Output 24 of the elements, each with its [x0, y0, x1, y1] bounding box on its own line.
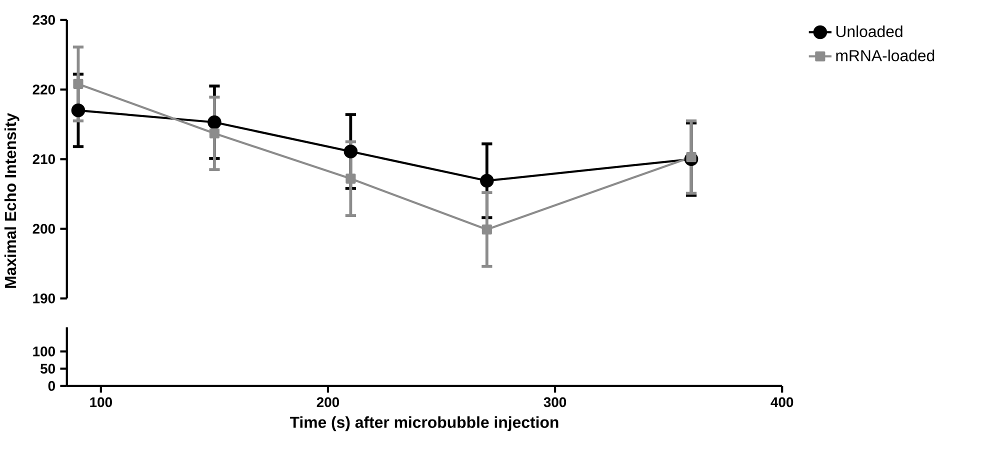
legend-label: mRNA-loaded — [836, 50, 934, 62]
point — [73, 79, 84, 90]
x-axis-title: Time (s) after microbubble injection — [290, 416, 558, 432]
point — [344, 144, 358, 159]
y-tick-label: 0 — [48, 381, 55, 392]
x-tick-label: 100 — [90, 397, 112, 408]
y-axis-title: Maximal Echo Intensity — [4, 113, 20, 288]
point — [480, 174, 494, 188]
point — [346, 174, 356, 184]
y-tick-label: 100 — [33, 346, 55, 357]
y-tick-label: 200 — [32, 224, 55, 234]
x-tick-label: 200 — [316, 397, 340, 408]
point — [209, 128, 220, 139]
point — [482, 224, 492, 235]
point — [208, 116, 222, 130]
y-tick-label: 230 — [32, 15, 55, 26]
y-tick-label: 210 — [32, 154, 55, 164]
point — [71, 104, 86, 118]
x-tick-label: 400 — [770, 397, 794, 408]
y-tick-label: 50 — [40, 364, 55, 374]
y-tick-label: 220 — [32, 84, 55, 95]
y-tick-label: 190 — [33, 294, 55, 304]
x-tick-label: 300 — [544, 397, 566, 408]
legend-label: Unloaded — [836, 26, 902, 38]
